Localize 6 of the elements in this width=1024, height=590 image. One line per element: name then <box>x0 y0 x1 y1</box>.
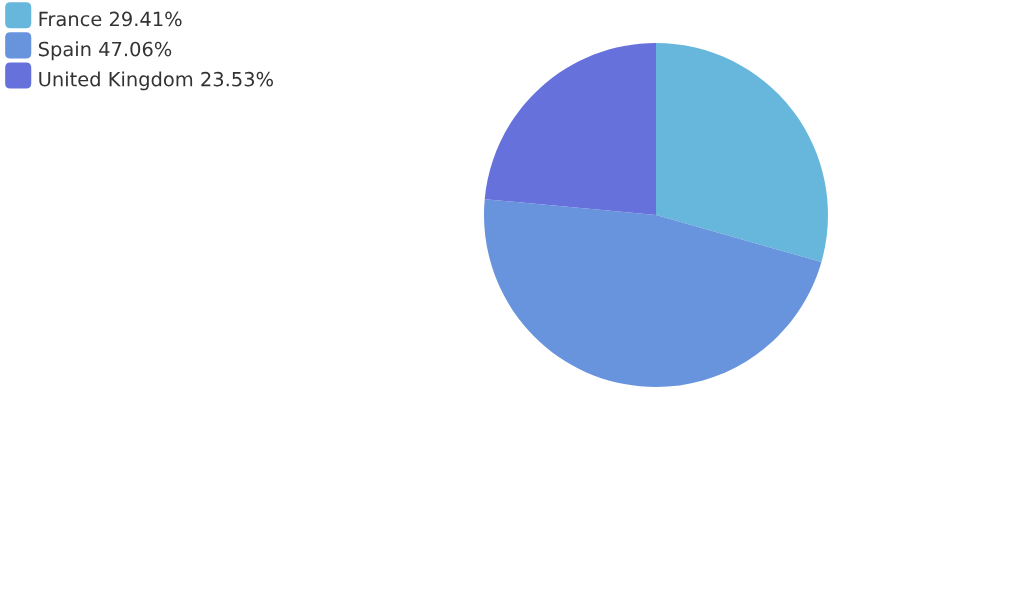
legend-label: Spain 47.06% <box>38 41 172 61</box>
pie-slice <box>656 43 828 263</box>
pie-slice <box>484 43 656 215</box>
pie-slice <box>484 199 822 387</box>
legend-label: United Kingdom 23.53% <box>39 71 273 91</box>
legend-label: France 29.41% <box>39 11 182 27</box>
